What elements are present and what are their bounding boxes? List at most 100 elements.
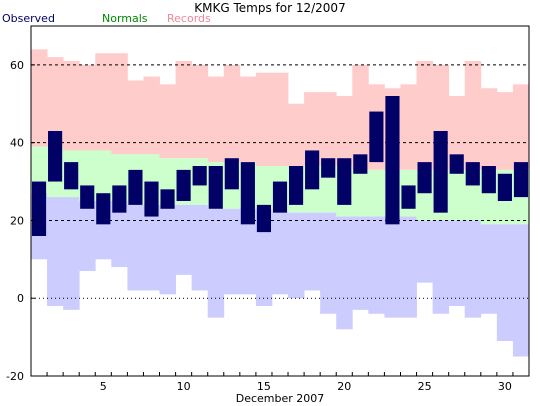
plot-frame: [30, 25, 530, 377]
observed-bar: [353, 154, 368, 174]
normal-band: [95, 150, 112, 201]
x-tick-label: 30: [498, 380, 512, 393]
record-low-band: [159, 204, 176, 295]
record-band: [31, 49, 48, 147]
record-low-band: [79, 201, 96, 271]
observed-bar: [112, 185, 127, 213]
record-low-band: [175, 204, 193, 275]
legend-observed: Observed: [2, 12, 55, 25]
record-band: [127, 80, 144, 155]
observed-bar: [48, 131, 63, 182]
y-tick-label: 20: [10, 214, 24, 227]
record-band: [448, 96, 466, 170]
record-low-band: [191, 204, 209, 291]
record-low-band: [111, 201, 128, 268]
observed-bar: [433, 131, 448, 213]
record-band: [288, 103, 305, 166]
observed-bar: [497, 173, 512, 201]
record-low-band: [239, 208, 257, 295]
normal-band: [368, 169, 385, 217]
observed-bar: [401, 185, 416, 209]
record-band: [320, 92, 337, 166]
record-band: [207, 76, 225, 163]
observed-bar: [256, 204, 272, 233]
record-low-band: [271, 212, 289, 295]
y-tick-label: 0: [17, 292, 24, 305]
record-band: [512, 84, 530, 170]
observed-bar: [449, 154, 464, 174]
chart-title: KMKG Temps for 12/2007: [194, 1, 345, 15]
x-axis-label: December 2007: [236, 392, 325, 405]
record-band: [336, 96, 353, 166]
record-low-band: [448, 220, 466, 306]
x-tick-label: 10: [177, 380, 191, 393]
observed-bar: [369, 111, 384, 163]
record-low-band: [127, 204, 144, 291]
record-low-band: [47, 197, 64, 306]
observed-bar: [31, 181, 47, 236]
record-band: [271, 72, 289, 166]
record-band: [352, 64, 369, 170]
record-low-band: [352, 216, 369, 310]
record-band: [175, 61, 193, 159]
observed-bar: [224, 158, 239, 190]
record-low-band: [368, 216, 385, 314]
observed-bar: [481, 166, 496, 194]
observed-bar: [337, 158, 352, 205]
legend-normals: Normals: [102, 12, 148, 25]
record-band: [416, 61, 434, 170]
record-low-band: [143, 204, 160, 291]
observed-bar: [176, 169, 191, 201]
legend-records: Records: [167, 12, 211, 25]
record-low-band: [63, 197, 80, 310]
observed-bar: [272, 181, 288, 213]
x-tick-label: 5: [100, 380, 107, 393]
record-low-band: [480, 224, 498, 314]
record-band: [191, 64, 209, 159]
record-low-band: [400, 216, 417, 318]
record-low-band: [336, 216, 353, 330]
observed-bar: [321, 158, 336, 178]
record-low-band: [416, 220, 434, 283]
record-low-band: [384, 216, 401, 318]
observed-bar: [192, 166, 207, 186]
observed-bar: [96, 193, 111, 225]
normal-band: [448, 169, 466, 221]
record-band: [47, 57, 64, 147]
record-low-band: [496, 224, 514, 341]
record-band: [95, 53, 112, 151]
y-tick-label: -20: [6, 370, 24, 383]
normal-band: [255, 166, 273, 209]
record-band: [63, 61, 80, 151]
record-band: [111, 53, 128, 155]
record-band: [223, 64, 241, 163]
observed-bar: [417, 162, 432, 194]
record-band: [304, 92, 321, 166]
record-band: [496, 92, 514, 170]
record-low-band: [288, 212, 305, 299]
record-low-band: [304, 212, 321, 291]
x-tick-label: 25: [418, 380, 432, 393]
record-band: [239, 76, 257, 163]
record-band: [143, 76, 160, 155]
axes-layer: -20 0 20 40 60 5 10 15 20 25 30: [6, 59, 530, 393]
x-tick-label: 15: [257, 380, 271, 393]
record-band: [480, 88, 498, 170]
record-band: [400, 84, 417, 170]
observed-bar: [144, 181, 159, 217]
record-band: [79, 64, 96, 151]
observed-bar: [80, 185, 95, 209]
observed-bar: [288, 166, 304, 205]
record-low-band: [255, 208, 273, 306]
record-band: [159, 84, 176, 159]
y-tick-label: 60: [10, 59, 24, 72]
record-low-band: [207, 208, 225, 318]
record-low-band: [464, 220, 482, 318]
normal-band: [352, 169, 369, 217]
observed-bar: [305, 150, 320, 190]
observed-bar: [513, 162, 529, 198]
observed-bars-layer: [31, 96, 529, 236]
observed-bar: [64, 162, 79, 190]
observed-bar: [128, 169, 143, 205]
